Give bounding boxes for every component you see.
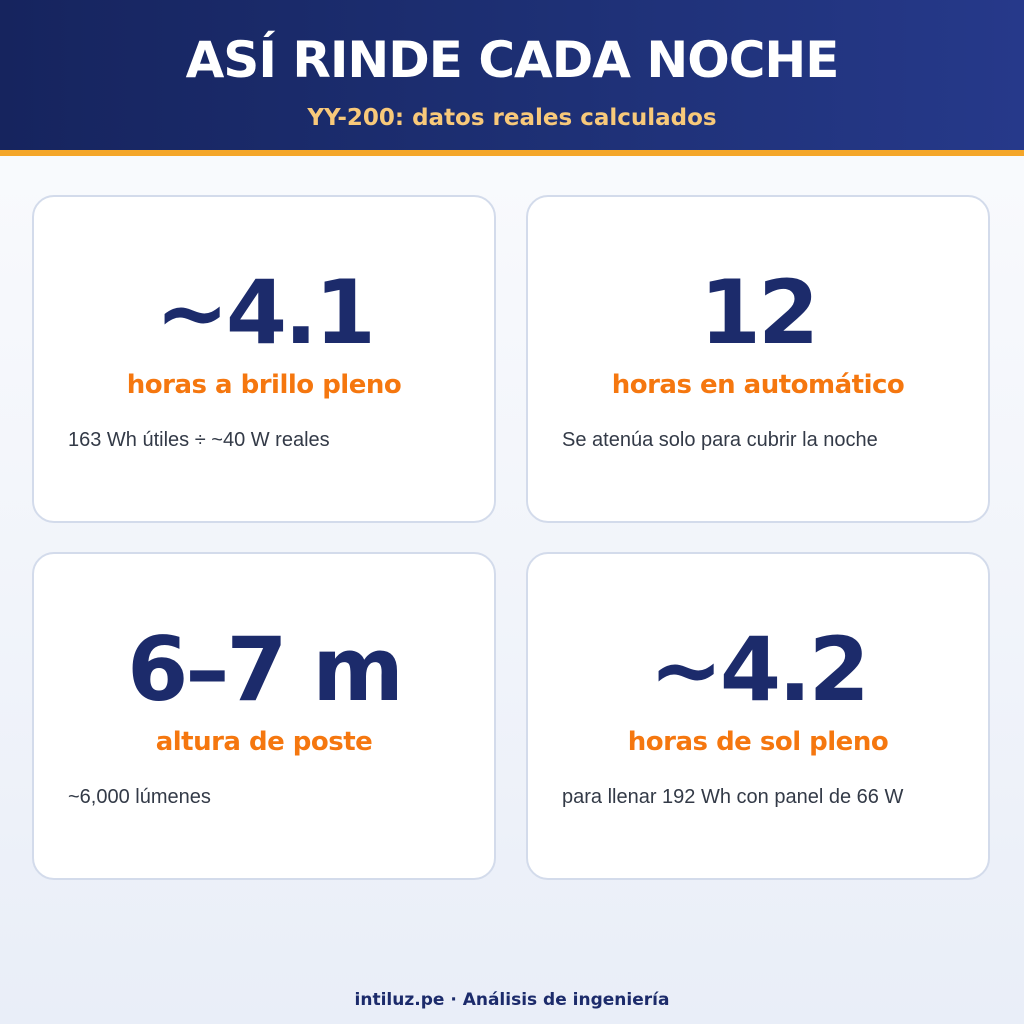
header-banner: ASÍ RINDE CADA NOCHE YY-200: datos reale… xyxy=(0,0,1024,150)
stat-value: ~4.2 xyxy=(649,618,870,721)
stat-value: ~4.1 xyxy=(155,261,376,364)
stat-label: horas a brillo pleno xyxy=(126,370,402,400)
stat-label: horas en automático xyxy=(611,370,905,400)
page-title: ASÍ RINDE CADA NOCHE xyxy=(185,31,840,89)
footer-credit: intiluz.pe · Análisis de ingeniería xyxy=(354,990,670,1010)
page-subtitle: YY-200: datos reales calculados xyxy=(307,105,717,131)
stat-note: Se atenúa solo para cubrir la noche xyxy=(562,429,878,451)
stat-note: 163 Wh útiles ÷ ~40 W reales xyxy=(68,429,330,451)
stat-value: 12 xyxy=(699,261,819,364)
stat-card-auto: 12 horas en automático Se atenúa solo pa… xyxy=(526,195,990,523)
stat-card-pole-height: 6–7 m altura de poste ~6,000 lúmenes xyxy=(32,552,496,880)
stat-label: horas de sol pleno xyxy=(627,727,889,757)
stat-note: ~6,000 lúmenes xyxy=(68,786,211,808)
stat-note: para llenar 192 Wh con panel de 66 W xyxy=(562,786,904,808)
stat-card-sun-hours: ~4.2 horas de sol pleno para llenar 192 … xyxy=(526,552,990,880)
stat-card-brightness: ~4.1 horas a brillo pleno 163 Wh útiles … xyxy=(32,195,496,523)
stat-value: 6–7 m xyxy=(127,618,404,721)
header-accent-bar xyxy=(0,150,1024,156)
stat-label: altura de poste xyxy=(155,727,373,757)
